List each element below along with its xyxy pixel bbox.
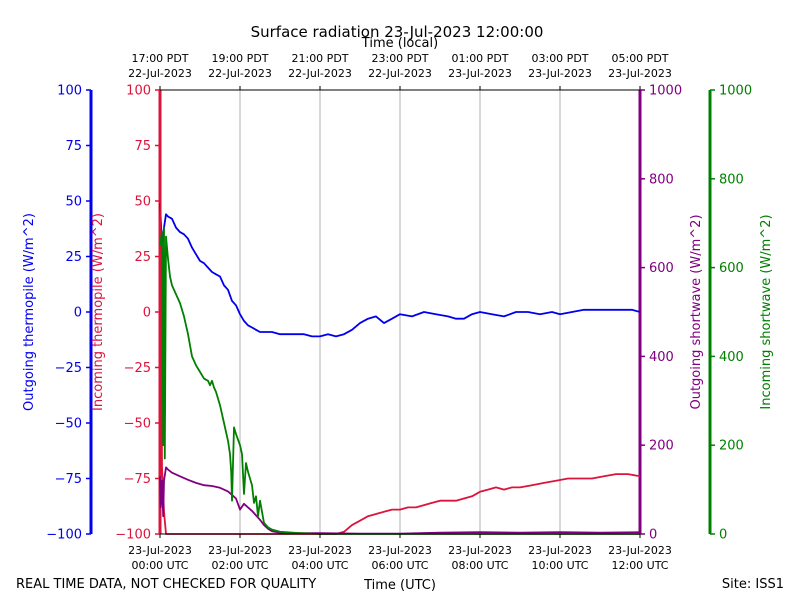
- bottom-tick-label: 23-Jul-2023: [288, 544, 352, 557]
- top-tick-label: 01:00 PDT: [451, 52, 508, 65]
- incoming_shortwave-tick-label: 0: [719, 528, 727, 543]
- incoming_shortwave-tick-label: 200: [719, 439, 744, 454]
- bottom-tick-label: 00:00 UTC: [131, 559, 188, 572]
- bottom-tick-label: 23-Jul-2023: [368, 544, 432, 557]
- top-tick-label: 22-Jul-2023: [128, 67, 192, 80]
- quality-disclaimer: REAL TIME DATA, NOT CHECKED FOR QUALITY: [16, 577, 316, 592]
- top-tick-label: 19:00 PDT: [211, 52, 268, 65]
- top-tick-label: 23-Jul-2023: [608, 67, 672, 80]
- top-tick-label: 23-Jul-2023: [448, 67, 512, 80]
- top-tick-label: 23-Jul-2023: [528, 67, 592, 80]
- outgoing_thermopile-tick-label: 100: [57, 84, 82, 99]
- outgoing_thermopile-tick-label: −75: [55, 472, 82, 487]
- bottom-tick-label: 06:00 UTC: [371, 559, 428, 572]
- axes-layer: −100 −75 −50 −25 0 25 50 75 100 Outgoing thermopi…: [22, 84, 774, 543]
- outgoing_thermopile-tick-label: 50: [65, 195, 82, 210]
- incoming_thermopile-tick-label: −75: [124, 472, 151, 487]
- outgoing_shortwave-tick-label: 200: [649, 439, 674, 454]
- incoming_thermopile-tick-label: −50: [124, 417, 151, 432]
- outgoing_shortwave-tick-label: 0: [649, 528, 657, 543]
- outgoing_thermopile-tick-label: 0: [74, 306, 82, 321]
- incoming_thermopile-axis-label: Incoming thermopile (W/m^2): [91, 213, 106, 411]
- frame-layer: 23-Jul-2023 00:00 UTC 23-Jul-2023 02:00 UTC…: [128, 52, 672, 572]
- incoming_thermopile-tick-label: 25: [134, 250, 151, 265]
- outgoing_shortwave-tick-label: 600: [649, 261, 674, 276]
- incoming_thermopile-tick-label: 0: [143, 306, 151, 321]
- outgoing_shortwave-axis-label: Outgoing shortwave (W/m^2): [689, 214, 704, 409]
- top-tick-label: 17:00 PDT: [131, 52, 188, 65]
- bottom-axis-label: Time (UTC): [363, 578, 436, 593]
- top-tick-label: 21:00 PDT: [291, 52, 348, 65]
- incoming_shortwave-tick-label: 600: [719, 261, 744, 276]
- bottom-tick-label: 02:00 UTC: [211, 559, 268, 572]
- outgoing_thermopile-tick-label: −50: [55, 417, 82, 432]
- bottom-tick-label: 23-Jul-2023: [208, 544, 272, 557]
- outgoing_shortwave-tick-label: 1000: [649, 84, 682, 99]
- grid-layer: [239, 90, 561, 534]
- top-tick-label: 22-Jul-2023: [368, 67, 432, 80]
- bottom-tick-label: 04:00 UTC: [291, 559, 348, 572]
- bottom-tick-label: 23-Jul-2023: [128, 544, 192, 557]
- incoming_thermopile-tick-label: 100: [126, 84, 151, 99]
- outgoing_thermopile-tick-label: 25: [65, 250, 82, 265]
- bottom-tick-label: 12:00 UTC: [611, 559, 668, 572]
- bottom-tick-label: 08:00 UTC: [451, 559, 508, 572]
- incoming_thermopile-tick-label: 75: [134, 139, 151, 154]
- top-tick-label: 22-Jul-2023: [208, 67, 272, 80]
- bottom-tick-label: 10:00 UTC: [531, 559, 588, 572]
- outgoing_thermopile-axis-label: Outgoing thermopile (W/m^2): [22, 213, 37, 411]
- chart-title: Surface radiation 23-Jul-2023 12:00:00: [251, 23, 544, 41]
- incoming_shortwave-tick-label: 800: [719, 172, 744, 187]
- incoming_thermopile-tick-label: −25: [124, 361, 151, 376]
- incoming_thermopile-tick-label: −100: [115, 528, 151, 543]
- top-tick-label: 05:00 PDT: [611, 52, 668, 65]
- site-label: Site: ISS1: [722, 577, 784, 592]
- outgoing_thermopile-tick-label: 75: [65, 139, 82, 154]
- incoming_thermopile-tick-label: 50: [134, 195, 151, 210]
- bottom-tick-label: 23-Jul-2023: [528, 544, 592, 557]
- incoming_shortwave-axis-label: Incoming shortwave (W/m^2): [759, 214, 774, 409]
- outgoing_shortwave-tick-label: 800: [649, 172, 674, 187]
- outgoing_thermopile-tick-label: −25: [55, 361, 82, 376]
- incoming_shortwave-tick-label: 1000: [719, 84, 752, 99]
- top-tick-label: 03:00 PDT: [531, 52, 588, 65]
- top-tick-label: 22-Jul-2023: [288, 67, 352, 80]
- outgoing_thermopile-series-line: [159, 203, 641, 338]
- outgoing_thermopile-tick-label: −100: [46, 528, 82, 543]
- top-axis-label: Time (local): [361, 36, 438, 51]
- bottom-tick-label: 23-Jul-2023: [448, 544, 512, 557]
- incoming_shortwave-series-line: [159, 226, 640, 535]
- top-tick-label: 23:00 PDT: [371, 52, 428, 65]
- outgoing_shortwave-tick-label: 400: [649, 350, 674, 365]
- incoming_shortwave-tick-label: 400: [719, 350, 744, 365]
- bottom-tick-label: 23-Jul-2023: [608, 544, 672, 557]
